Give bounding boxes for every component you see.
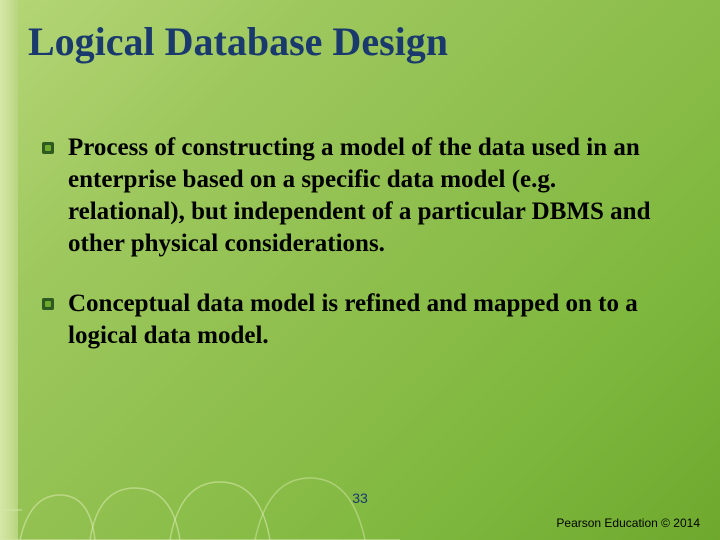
bullet-item: Process of constructing a model of the d… [42,132,662,260]
slide: Logical Database Design Process of const… [0,0,720,540]
page-number: 33 [0,490,720,506]
bullet-text: Conceptual data model is refined and map… [68,288,662,352]
footer-credit: Pearson Education © 2014 [556,516,700,530]
bullet-text: Process of constructing a model of the d… [68,132,662,260]
bullet-item: Conceptual data model is refined and map… [42,288,662,352]
slide-title: Logical Database Design [28,18,448,65]
left-stripe [0,0,18,540]
bullet-icon [42,298,54,310]
content-area: Process of constructing a model of the d… [42,132,662,380]
bullet-icon [42,142,54,154]
